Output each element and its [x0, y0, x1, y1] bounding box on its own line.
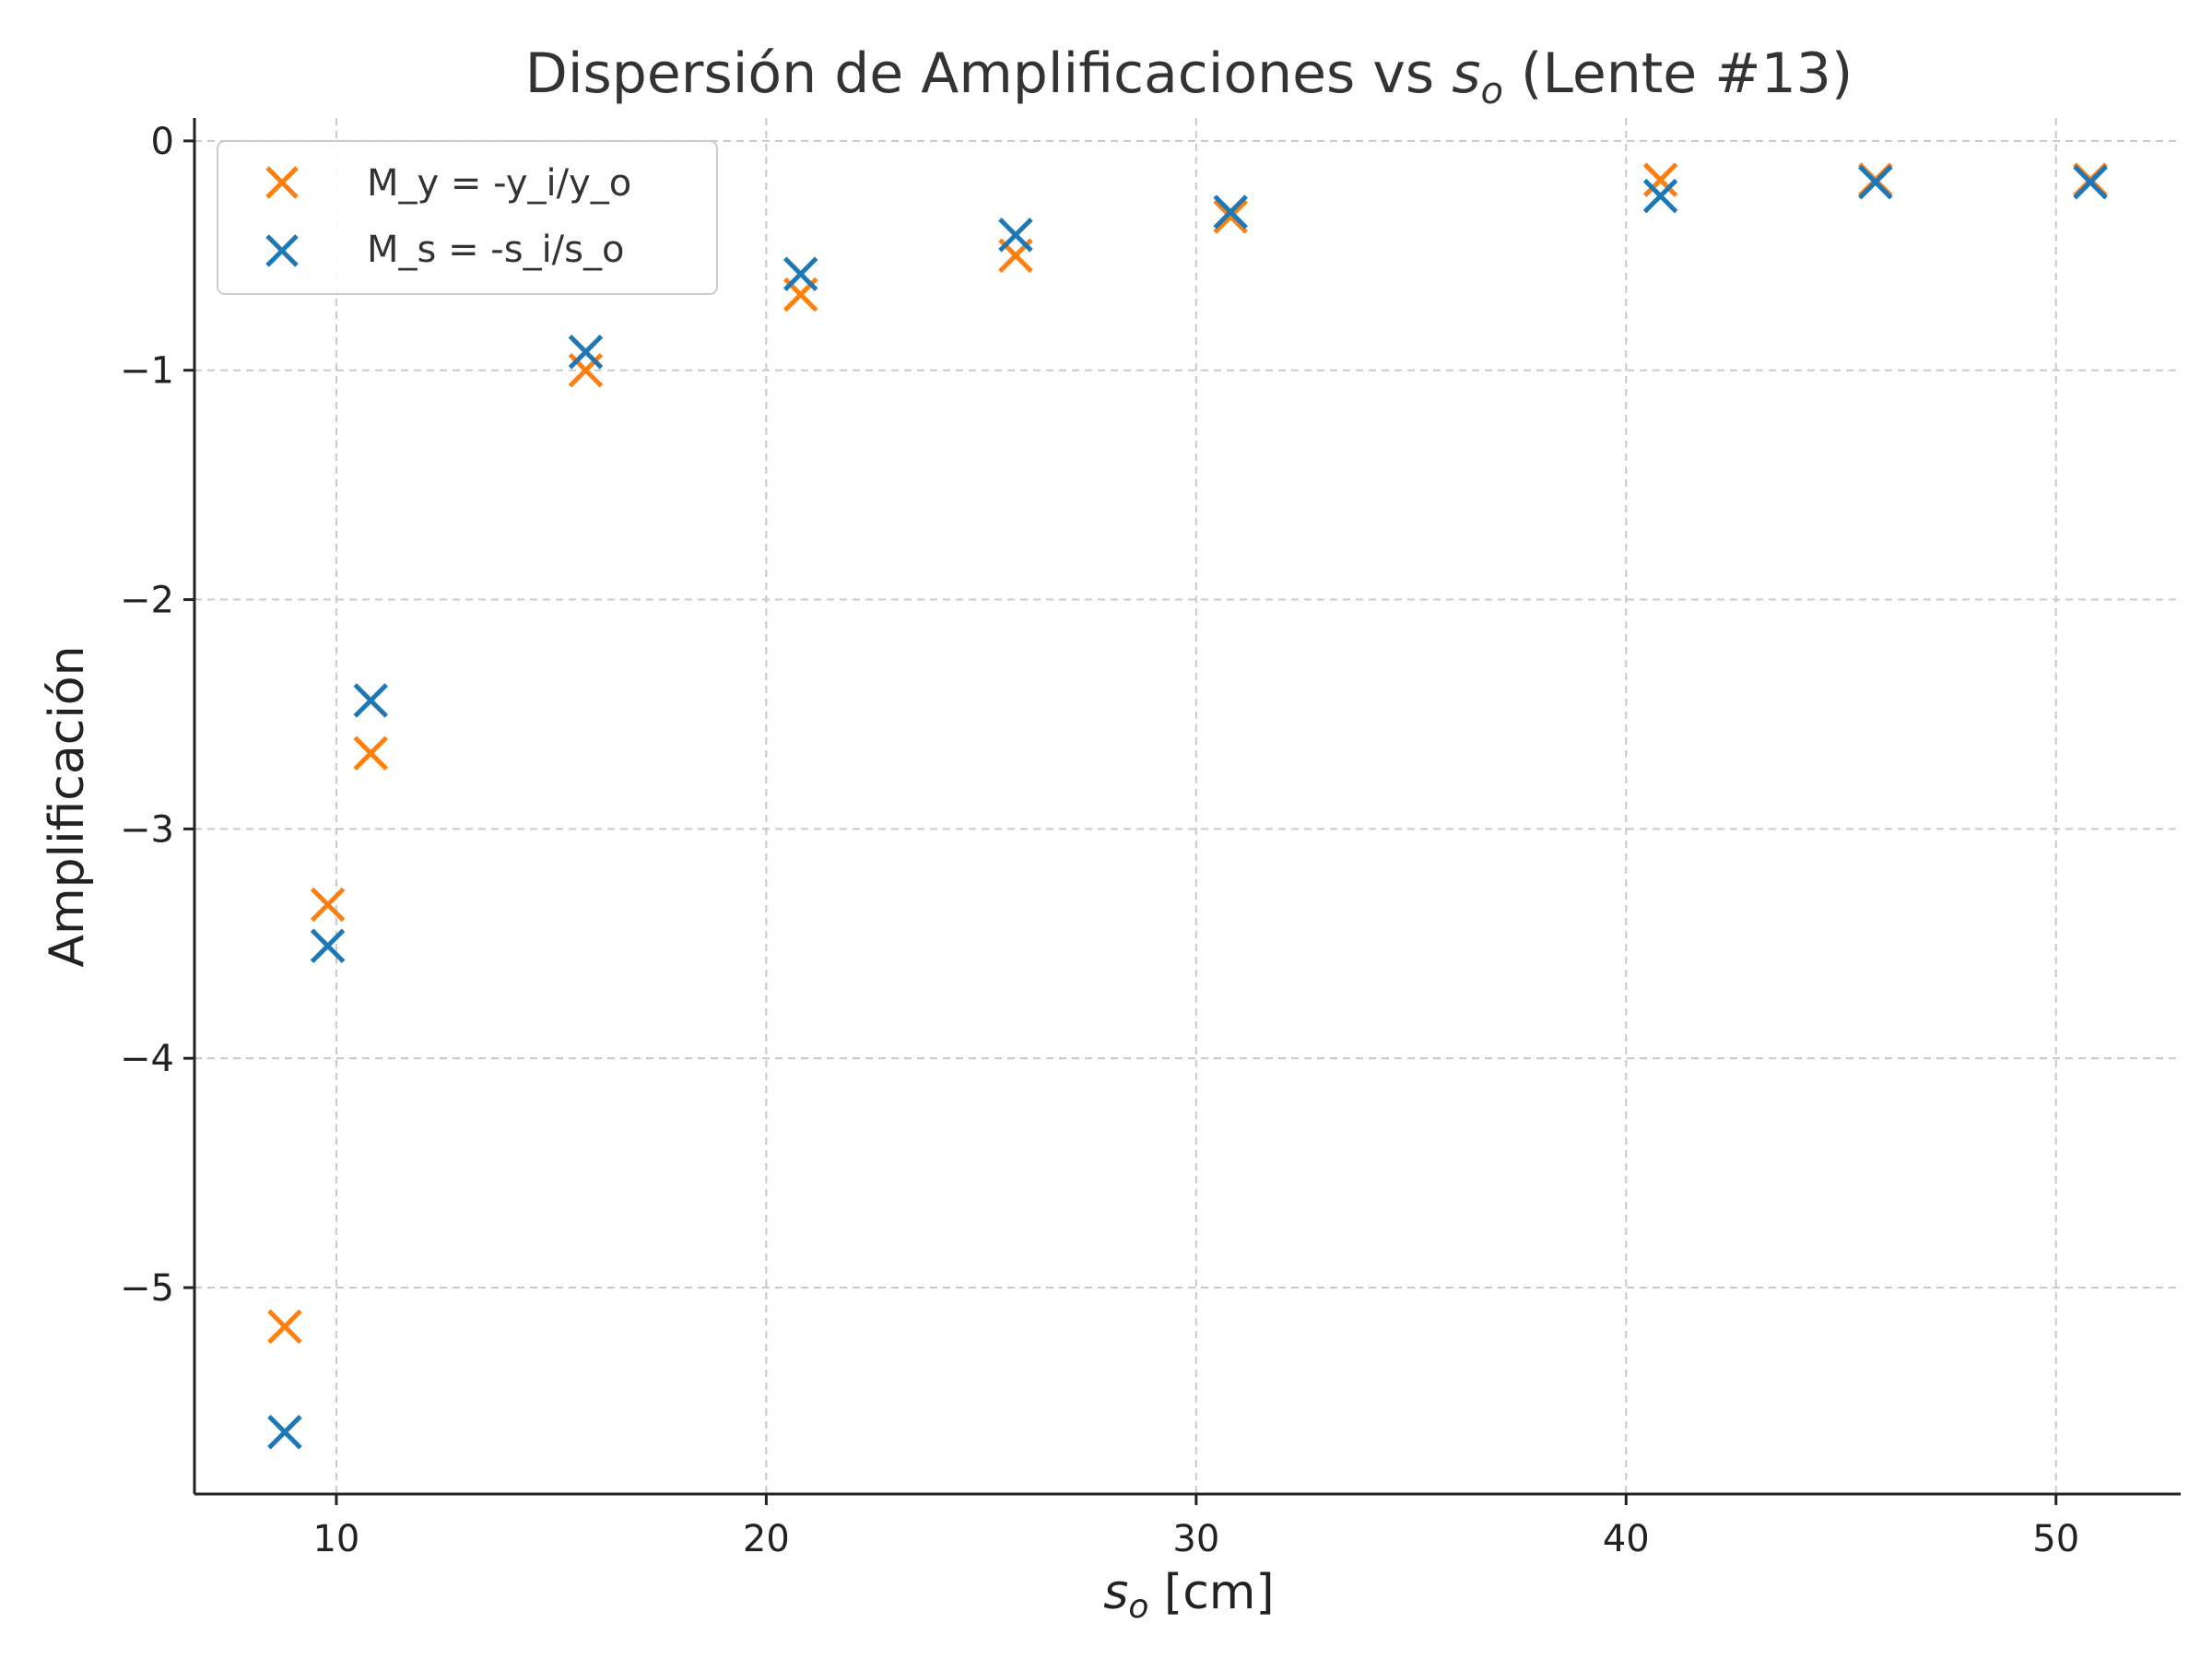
- y-tick-label: 0: [151, 121, 174, 163]
- y-tick-label: −2: [120, 580, 174, 622]
- legend-marker-my: [265, 166, 299, 199]
- data-point-marker: [2073, 164, 2108, 200]
- chart-title-variable: s: [1452, 41, 1480, 106]
- data-point-marker: [1642, 178, 1678, 214]
- data-point-marker: [1213, 194, 1248, 229]
- legend-marker-ms: [265, 234, 299, 267]
- x-axis-label-unit: [cm]: [1148, 1565, 1274, 1620]
- chart-title-prefix: Dispersión de Amplificaciones vs: [525, 41, 1453, 106]
- x-tick-label: 30: [1172, 1518, 1219, 1560]
- data-point-marker: [267, 1309, 302, 1345]
- y-axis-label: Amplificación: [40, 645, 95, 967]
- legend-item-my: M_y = -y_i/y_o: [265, 162, 631, 205]
- data-point-marker: [310, 928, 346, 964]
- data-point-marker: [1858, 164, 1893, 200]
- x-axis-label: so [cm]: [1103, 1565, 1274, 1626]
- ticks: 10 20 30 40 50 0 −1 −2 −3 −4 −5: [120, 121, 2079, 1560]
- data-point-marker: [310, 887, 346, 923]
- axes: [193, 118, 2181, 1496]
- legend-label-ms: M_s = -s_i/s_o: [367, 229, 624, 271]
- x-axis-label-subscript: o: [1128, 1588, 1148, 1626]
- x-tick-label: 50: [2032, 1518, 2079, 1560]
- x-tick-label: 20: [743, 1518, 790, 1560]
- x-axis-label-variable: s: [1103, 1565, 1128, 1620]
- y-tick-label: −1: [120, 350, 174, 393]
- data-points: [267, 162, 2108, 1450]
- y-tick-label: −4: [120, 1038, 174, 1080]
- x-tick-label: 10: [312, 1518, 359, 1560]
- x-tick-label: 40: [1603, 1518, 1650, 1560]
- legend-label-my: M_y = -y_i/y_o: [367, 162, 631, 205]
- data-point-marker: [998, 218, 1033, 253]
- chart-title-subscript: o: [1481, 70, 1503, 112]
- y-tick-label: −5: [120, 1267, 174, 1310]
- grid: [194, 118, 2181, 1494]
- data-point-marker: [1642, 162, 1678, 197]
- data-point-marker: [1213, 199, 1248, 234]
- chart-title: Dispersión de Amplificaciones vs so (Len…: [525, 41, 1853, 112]
- data-point-marker: [353, 735, 389, 771]
- y-tick-label: −3: [120, 808, 174, 851]
- data-point-marker: [353, 683, 389, 718]
- series-1: [267, 164, 2108, 1450]
- data-point-marker: [267, 1415, 302, 1450]
- chart-title-suffix: (Lente #13): [1503, 41, 1853, 106]
- data-point-marker: [782, 256, 818, 291]
- data-point-marker: [568, 335, 604, 370]
- legend-item-ms: M_s = -s_i/s_o: [265, 229, 624, 271]
- legend-box: [217, 140, 718, 295]
- legend: M_y = -y_i/y_o M_s = -s_i/s_o: [217, 140, 718, 295]
